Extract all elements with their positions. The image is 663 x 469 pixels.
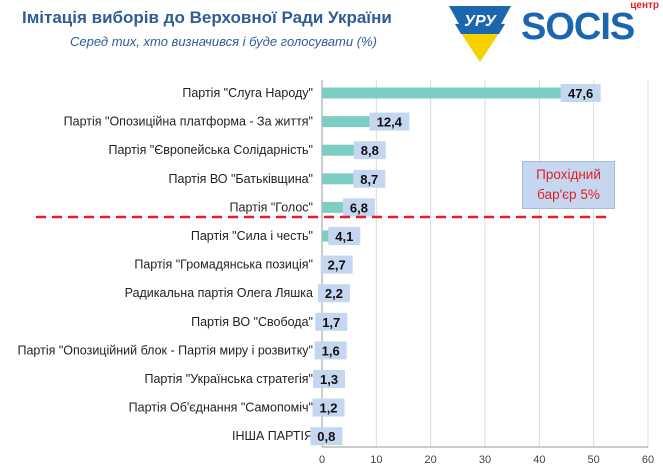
value-label-box	[328, 227, 361, 245]
uru-logo-text: УРУ	[464, 13, 497, 30]
category-label: Партія "Опозиційна платформа - За життя"	[64, 115, 313, 129]
bar	[322, 144, 370, 156]
value-label-box	[312, 398, 345, 417]
value-label-box	[314, 341, 347, 360]
threshold-label: Прохідний бар'єр 5%	[522, 161, 615, 209]
value-label-box	[560, 84, 601, 102]
category-label: Партія ВО "Батьківщина"	[169, 172, 313, 186]
category-label: Партія "Європейська Солідарність"	[108, 143, 313, 157]
value-label-box	[310, 427, 343, 446]
category-label: Партія "Українська стратегія"	[144, 372, 313, 386]
value-label: 2,7	[328, 258, 346, 273]
value-label: 8,8	[361, 143, 379, 158]
x-tick-label: 30	[479, 454, 491, 466]
value-labels: 47,6 12,4 8,8 8,7 6,8 4,1 2,7 2,2 1,7 1,6 1,3 1,2 0,…	[310, 84, 601, 446]
value-label: 1,3	[320, 372, 338, 387]
value-label: 0,8	[317, 429, 335, 444]
socis-logo: центр SOCIS	[519, 0, 663, 50]
value-label: 1,2	[319, 401, 337, 416]
value-label-box	[317, 284, 350, 303]
category-label: Партія Об'єднання "Самопоміч"	[129, 401, 313, 415]
threshold-label-line1: Прохідний	[536, 167, 601, 182]
socis-logo-prefix: центр	[630, 0, 659, 11]
bar	[322, 173, 370, 185]
x-tick-label: 50	[588, 454, 600, 466]
value-label-box	[320, 255, 353, 274]
value-label: 4,1	[335, 229, 353, 244]
value-label: 2,2	[325, 286, 343, 301]
category-label: Партія "Сила і честь"	[191, 229, 313, 243]
category-label: ІНША ПАРТІЯ	[232, 429, 313, 443]
value-label: 8,7	[360, 172, 378, 187]
value-label: 47,6	[568, 86, 593, 101]
bar	[322, 116, 390, 128]
x-tick-label: 20	[425, 454, 437, 466]
category-label: Партія "Слуга Народу"	[182, 86, 313, 100]
threshold-label-line2: бар'єр 5%	[537, 187, 600, 202]
value-label: 6,8	[350, 200, 368, 215]
value-label-box	[342, 198, 375, 217]
bar	[322, 87, 581, 99]
value-label: 1,6	[322, 343, 340, 358]
x-tick-label: 0	[319, 454, 325, 466]
x-tick-label: 10	[370, 454, 382, 466]
category-label: Радикальна партія Олега Ляшка	[125, 286, 313, 300]
uru-logo: УРУ	[449, 6, 511, 62]
value-label-box	[315, 312, 348, 331]
value-label: 1,7	[322, 315, 340, 330]
value-label-box	[369, 112, 410, 131]
x-tick-labels: 0 10 20 30 40 50 60	[319, 454, 654, 466]
bars	[322, 87, 581, 442]
value-label-box	[353, 141, 386, 160]
category-label: Партія ВО "Свобода"	[191, 315, 313, 329]
category-labels: Партія "Слуга Народу" Партія "Опозиційна …	[18, 86, 314, 443]
chart-subtitle: Серед тих, хто визначився і буде голосув…	[70, 34, 377, 49]
category-label: Партія "Голос"	[230, 200, 313, 214]
value-label-box	[353, 169, 386, 188]
chart-title: Імітація виборів до Верховної Ради Украї…	[22, 8, 392, 27]
socis-logo-text: SOCIS	[521, 6, 635, 48]
x-tick-label: 60	[642, 454, 654, 466]
value-label: 12,4	[377, 115, 403, 130]
bar	[322, 201, 359, 213]
category-label: Партія "Опозиційний блок - Партія миру і…	[18, 343, 314, 357]
x-tick-label: 40	[533, 454, 545, 466]
category-label: Партія "Громадянська позиція"	[134, 258, 313, 272]
value-label-box	[313, 370, 346, 388]
grid-lines	[321, 80, 649, 448]
